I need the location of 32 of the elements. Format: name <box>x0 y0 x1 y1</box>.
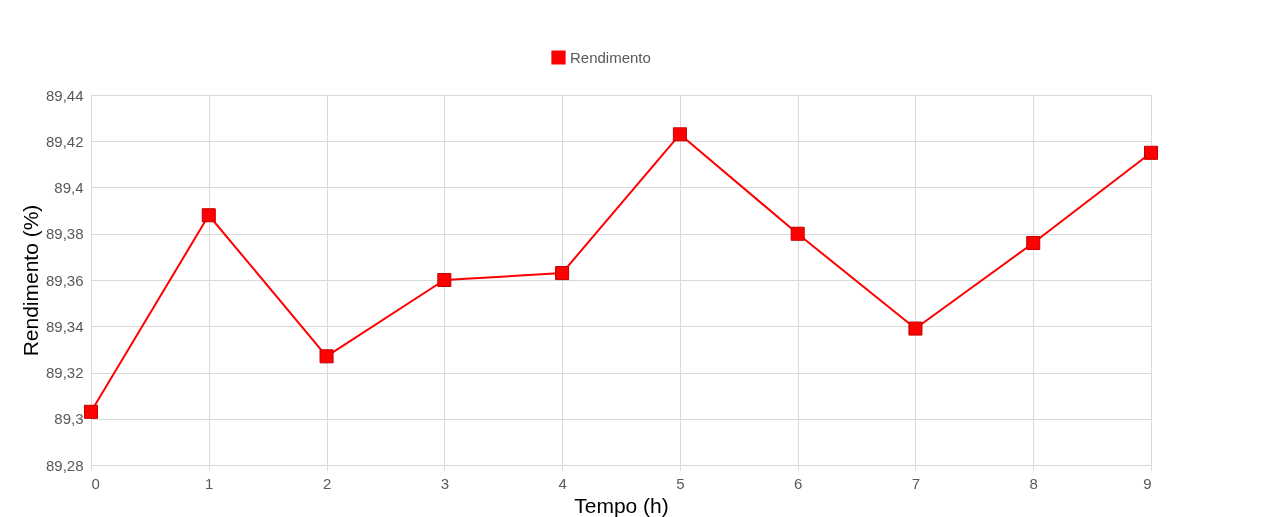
y-tick-label: 89,4 <box>54 179 84 196</box>
y-tick-label: 89,3 <box>54 410 84 428</box>
y-tick-label: 89,42 <box>45 132 84 150</box>
y-tick-label: 89,32 <box>45 364 84 381</box>
y-tick-label: 89,34 <box>45 317 84 335</box>
x-tick-label: 5 <box>676 474 685 492</box>
point <box>1026 235 1041 251</box>
x-tick-label: 2 <box>322 474 332 492</box>
x-tick-label: 7 <box>911 474 921 492</box>
point <box>790 226 805 241</box>
x-tick-label: 3 <box>440 474 450 492</box>
point <box>672 127 687 142</box>
x-tick-label: 4 <box>558 474 567 492</box>
point <box>201 208 216 223</box>
point <box>83 404 99 419</box>
point <box>437 272 452 288</box>
legend-label: Rendimento <box>570 48 651 66</box>
x-tick-label: 9 <box>1143 474 1152 492</box>
y-tick-label: 89,36 <box>45 271 84 289</box>
point <box>1143 145 1159 160</box>
y-axis-title: Rendimento (%) <box>18 204 42 357</box>
y-tick-label: 89,38 <box>45 225 84 243</box>
point <box>319 349 334 364</box>
x-tick-label: 1 <box>205 474 214 492</box>
point <box>555 266 570 281</box>
x-tick-label: 6 <box>793 474 803 492</box>
y-tick-label: 89,28 <box>45 456 84 474</box>
x-tick-label: 8 <box>1029 474 1038 492</box>
x-axis-title: Tempo (h) <box>574 493 669 517</box>
x-tick-label: 0 <box>91 474 100 492</box>
y-tick-label: 89,44 <box>45 86 84 104</box>
point <box>908 321 923 336</box>
